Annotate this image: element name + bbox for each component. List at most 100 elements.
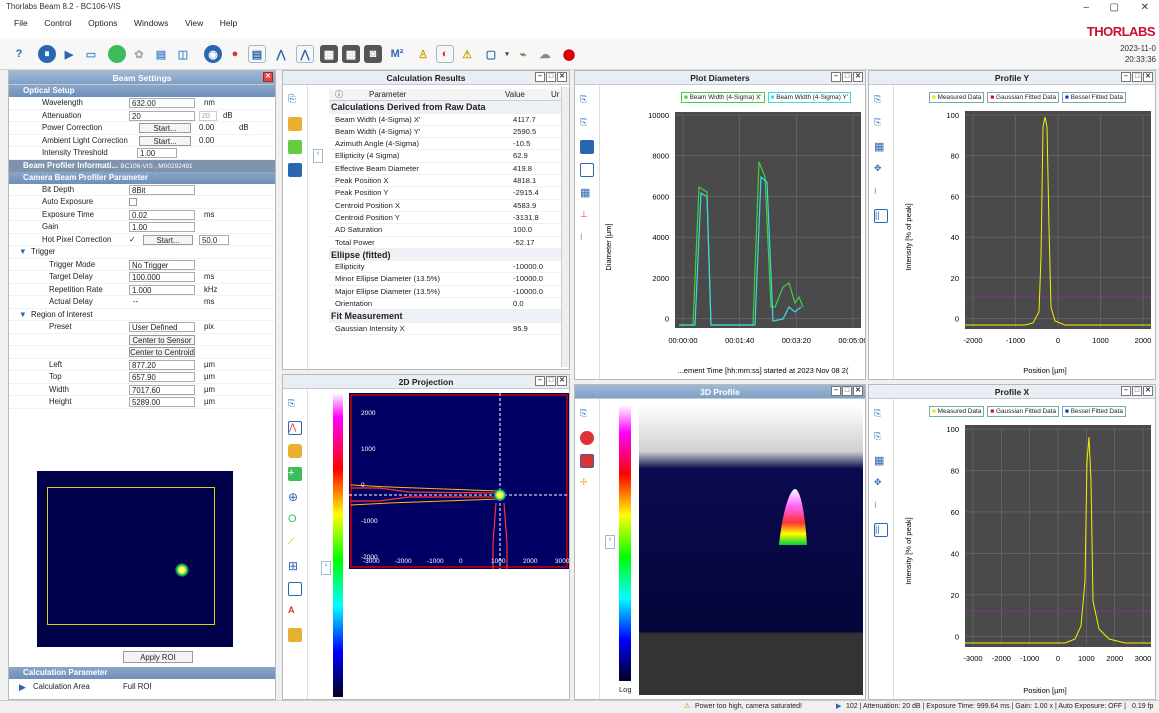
table-row[interactable]: Calculations Derived from Raw Data xyxy=(329,101,561,114)
tool-icon[interactable]: ⌁ xyxy=(519,48,527,61)
gain-input[interactable]: 1.00 xyxy=(129,222,195,232)
power-correction-start-button[interactable]: Start... xyxy=(139,123,191,133)
rotate-icon[interactable]: ✢ xyxy=(580,477,588,487)
triangle-icon[interactable]: ⚠ xyxy=(462,48,472,61)
copy-icon[interactable]: ⎘ xyxy=(288,94,296,105)
3d-view[interactable] xyxy=(639,405,863,695)
copy2-icon[interactable]: ⎘ xyxy=(874,117,882,127)
section-camera[interactable]: Camera Beam Profiler Parameter xyxy=(9,171,275,184)
table-row[interactable]: Peak Position Y-2915.4µm xyxy=(329,187,561,200)
section-calculation[interactable]: Calculation Parameter xyxy=(9,667,275,679)
close-icon[interactable]: ✕ xyxy=(1140,2,1149,13)
hotpixel-checkbox[interactable]: ✓ xyxy=(129,234,136,244)
menu-control[interactable]: Control xyxy=(44,18,72,28)
refresh-icon[interactable] xyxy=(288,140,302,154)
legend-bessel[interactable]: ■ Bessel Fitted Data xyxy=(1062,92,1126,103)
grid-icon[interactable]: ⊞ xyxy=(288,559,299,573)
close-icon[interactable]: ✕ xyxy=(853,72,863,82)
restore-icon[interactable]: □ xyxy=(1132,72,1142,82)
restore-icon[interactable]: □ xyxy=(842,72,852,82)
expand-sidebar-icon[interactable]: ‹ xyxy=(605,535,615,549)
plus-icon[interactable]: + xyxy=(288,467,302,481)
color-wheel-icon[interactable] xyxy=(288,444,302,458)
menu-view[interactable]: View xyxy=(184,18,204,28)
camera-icon[interactable]: ◙ xyxy=(364,45,382,63)
play-step-icon[interactable]: ▶ xyxy=(64,48,74,61)
legend-gaussian[interactable]: ■ Gaussian Fitted Data xyxy=(987,92,1060,103)
cursor-icon[interactable]: I xyxy=(874,186,877,196)
legend-measured[interactable]: ■ Measured Data xyxy=(929,92,985,103)
legend-y[interactable]: ■ Beam Width (4-Sigma) Y' xyxy=(767,92,851,103)
table-row[interactable]: Fit Measurement xyxy=(329,310,561,323)
grid-icon[interactable]: ▦ xyxy=(580,187,591,199)
close-icon[interactable]: ✕ xyxy=(1143,386,1153,396)
minimize-icon[interactable]: – xyxy=(1121,386,1131,396)
grid-icon[interactable]: ▦ xyxy=(874,455,885,467)
measure-icon[interactable]: ⟋ xyxy=(288,536,295,546)
save-icon[interactable] xyxy=(288,163,302,177)
copy-icon[interactable]: ⎘ xyxy=(580,94,588,104)
profile-y-chart[interactable]: Intensity [% of peak] 100 80 60 40 20 0 -2000 -… xyxy=(895,107,1155,379)
save-icon[interactable]: ▤ xyxy=(155,48,167,61)
exposure-input[interactable]: 0.02 xyxy=(129,209,195,220)
legend-gaussian[interactable]: ■ Gaussian Fitted Data xyxy=(987,406,1060,417)
restore-icon[interactable]: □ xyxy=(546,72,556,82)
table-row[interactable]: Ellipticity-10000.0% xyxy=(329,261,561,274)
record-icon[interactable]: ▭ xyxy=(85,48,97,61)
annotate-icon[interactable]: A xyxy=(288,605,295,615)
table-row[interactable]: Centroid Position Y-3131.8µm xyxy=(329,212,561,225)
hotpixel-input[interactable]: 50.0 xyxy=(199,234,229,245)
target-delay-input[interactable]: 100.000 xyxy=(129,272,195,282)
table-row[interactable]: Beam Width (4-Sigma) Y'2590.5µm xyxy=(329,126,561,139)
stop-icon[interactable]: ⬤ xyxy=(562,48,576,61)
display-icon[interactable] xyxy=(580,163,594,177)
close-icon[interactable]: ✕ xyxy=(1143,72,1153,82)
table-row[interactable]: Ellipse (fitted) xyxy=(329,248,561,262)
plot-icon[interactable]: ▦ xyxy=(320,45,338,63)
user-icon[interactable]: ♙ xyxy=(418,48,428,61)
folder-icon[interactable] xyxy=(288,117,302,131)
attenuation-input-2[interactable]: 20 xyxy=(199,110,217,121)
copy-icon[interactable]: ⎘ xyxy=(874,94,882,104)
camera-icon[interactable] xyxy=(580,140,594,154)
table-row[interactable]: Major Ellipse Diameter (13.5%)-10000.0µm xyxy=(329,286,561,299)
cloud-icon[interactable]: ☁ xyxy=(539,48,551,61)
table-row[interactable]: Minor Ellipse Diameter (13.5%)-10000.0µm xyxy=(329,273,561,286)
legend-measured[interactable]: ■ Measured Data xyxy=(929,406,985,417)
profile-y-icon[interactable]: ⋀ xyxy=(296,45,314,63)
table-row[interactable]: Ellipticity (4 Sigma)62.9% xyxy=(329,150,561,163)
roi-rectangle[interactable] xyxy=(47,487,215,625)
minimize-icon[interactable]: – xyxy=(831,386,841,396)
help-icon[interactable]: ? xyxy=(15,48,23,60)
section-info[interactable]: Beam Profiler Informati... BC106-VIS , M… xyxy=(9,159,275,172)
ellipse-icon[interactable]: O xyxy=(288,513,297,525)
3d-profile-icon[interactable]: ● xyxy=(231,48,239,60)
results-icon[interactable]: ▤ xyxy=(248,45,266,63)
plot2-icon[interactable]: ▦ xyxy=(342,45,360,63)
col-value[interactable]: Value xyxy=(505,90,525,99)
menu-options[interactable]: Options xyxy=(88,18,118,28)
close-icon[interactable]: ✕ xyxy=(557,72,567,82)
col-unit[interactable]: Ur xyxy=(551,90,560,99)
grid-icon[interactable]: ▦ xyxy=(874,141,885,153)
minimize-icon[interactable]: – xyxy=(535,72,545,82)
move-icon[interactable]: ✥ xyxy=(874,163,882,173)
lock-icon[interactable] xyxy=(288,628,302,642)
col-parameter[interactable]: Parameter xyxy=(369,90,407,99)
preset-select[interactable]: User Defined xyxy=(129,322,195,332)
menu-windows[interactable]: Windows xyxy=(133,18,169,28)
table-row[interactable]: Beam Width (4-Sigma) X'4117.7µm xyxy=(329,114,561,126)
left-input[interactable]: 877.20 xyxy=(129,359,195,370)
plot-diameters-chart[interactable]: Diameter [µm] 10000 8000 6000 4000 2000 0 00:0… xyxy=(603,107,865,379)
profile-x-chart[interactable]: Intensity [% of peak] 100 80 60 40 20 0 -3000 -… xyxy=(895,421,1155,697)
row-trigger-header[interactable]: ▼ Trigger xyxy=(9,246,275,259)
roi-preview[interactable] xyxy=(37,471,233,647)
legend-bessel[interactable]: ■ Bessel Fitted Data xyxy=(1062,406,1126,417)
move-icon[interactable]: ✥ xyxy=(874,477,882,487)
width-input[interactable]: 7017.60 xyxy=(129,384,195,395)
color-icon[interactable]: ◐ xyxy=(436,45,454,63)
3d-view-icon[interactable] xyxy=(580,454,594,468)
copy-icon[interactable]: ⎘ xyxy=(874,408,882,418)
